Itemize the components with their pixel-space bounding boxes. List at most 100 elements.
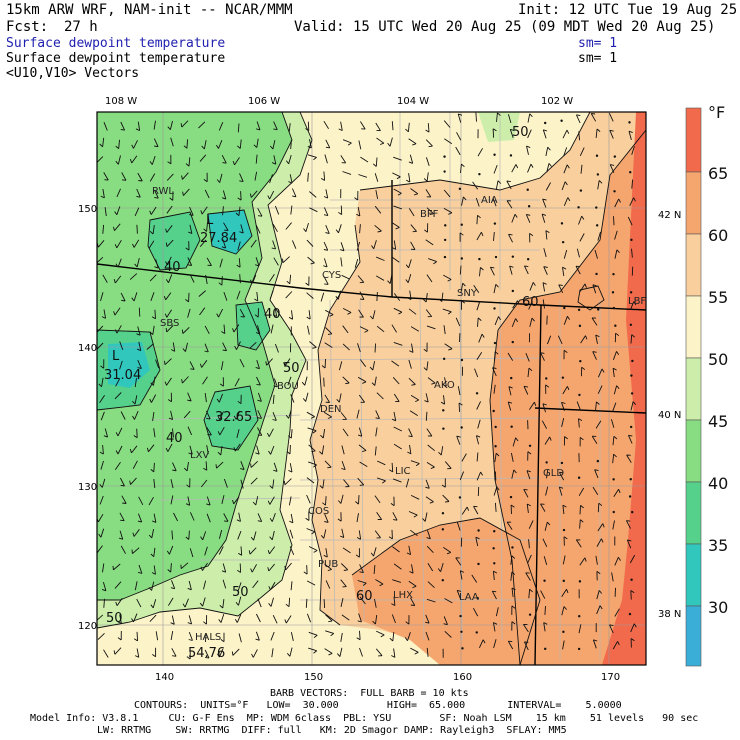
calm-wind-marker	[613, 155, 617, 158]
wind-barb	[308, 647, 318, 654]
wind-barb	[153, 478, 156, 488]
wind-barb	[410, 647, 419, 655]
wind-barb	[131, 547, 140, 554]
wind-barb	[132, 239, 140, 248]
wind-barb	[626, 454, 632, 463]
wind-barb	[342, 343, 350, 351]
wind-barb	[563, 164, 570, 174]
wind-barb	[457, 113, 463, 123]
wind-barb	[114, 239, 122, 249]
wind-barb	[323, 241, 329, 251]
wind-barb	[182, 342, 188, 352]
wind-barb	[472, 181, 479, 190]
wind-barb	[203, 222, 208, 232]
wind-barb	[355, 548, 360, 558]
wind-barb	[163, 292, 172, 301]
calm-wind-marker	[595, 272, 598, 276]
wind-barb	[371, 376, 377, 386]
wind-barb	[257, 410, 263, 419]
wind-barb	[597, 523, 605, 532]
wind-barb	[561, 588, 569, 598]
wind-barb	[239, 224, 244, 234]
wind-barb	[461, 196, 467, 206]
wind-barb	[528, 520, 534, 529]
wind-barb	[189, 361, 195, 370]
wind-barb	[204, 343, 209, 353]
wind-barb	[323, 548, 328, 558]
wind-barb	[100, 188, 105, 199]
wind-barb	[425, 239, 434, 246]
barb-legend: BARB VECTORS: FULL BARB = 10 kts	[270, 688, 469, 699]
wind-barb	[288, 123, 291, 133]
wind-barb	[204, 393, 207, 403]
wind-barb	[181, 172, 189, 180]
wind-barb	[306, 292, 314, 299]
wind-barb	[408, 138, 417, 146]
calm-wind-marker	[561, 376, 565, 379]
wind-barb	[631, 179, 634, 189]
wind-barb	[405, 615, 410, 625]
wind-barb	[629, 301, 637, 311]
wind-barb	[340, 412, 347, 421]
contour-label-40-mid: 40	[264, 307, 281, 322]
calm-wind-marker	[511, 255, 515, 258]
wind-barb	[268, 581, 276, 591]
wind-barb	[152, 647, 157, 658]
wind-barb	[423, 361, 429, 371]
wind-barb	[374, 446, 377, 456]
wind-barb	[511, 164, 519, 173]
wind-barb	[455, 317, 461, 327]
wind-barb	[369, 361, 376, 371]
wind-barb	[185, 241, 190, 251]
wind-barb	[511, 621, 516, 631]
wind-barb	[376, 325, 385, 333]
wind-barb	[236, 258, 241, 268]
wind-barb	[134, 378, 137, 388]
wind-barb	[131, 140, 138, 149]
y-grid-label-130: 130	[78, 482, 97, 493]
wind-barb	[597, 502, 603, 513]
wind-barb	[269, 290, 274, 300]
calm-wind-marker	[595, 154, 599, 157]
wind-barb	[305, 121, 310, 132]
wind-barb	[323, 599, 326, 609]
wind-barb	[356, 241, 361, 251]
wind-barb	[410, 597, 416, 606]
wind-barb	[269, 513, 276, 522]
wind-barb	[405, 122, 410, 133]
calm-wind-marker	[612, 272, 615, 276]
wind-barb	[540, 590, 546, 599]
wind-barb	[269, 273, 275, 282]
minimum-marker-sbs: L	[112, 349, 120, 364]
wind-barb	[507, 352, 514, 361]
calm-wind-marker	[628, 612, 632, 616]
calm-wind-marker	[578, 580, 582, 583]
wind-barb	[100, 359, 105, 369]
wind-barb	[612, 435, 618, 446]
colorbar-swatch-50-55	[685, 295, 702, 359]
wind-barb	[427, 444, 435, 452]
wind-barb	[115, 258, 122, 268]
wind-barb	[267, 496, 275, 505]
colorbar-swatch-40-45	[685, 419, 702, 483]
wind-barb	[201, 140, 207, 150]
wind-barb	[216, 173, 223, 183]
wind-barb	[165, 274, 173, 284]
wind-barb	[221, 190, 227, 200]
colorbar-unit: °F	[708, 103, 725, 122]
wind-barb	[288, 429, 293, 439]
wind-barb	[392, 579, 402, 583]
wind-barb	[375, 410, 380, 420]
wind-barb	[285, 597, 291, 608]
wind-barb	[359, 647, 363, 657]
wind-barb	[235, 206, 241, 217]
wind-barb	[132, 529, 140, 537]
wind-barb	[170, 615, 175, 625]
wind-barb	[99, 445, 104, 455]
wind-barb	[165, 325, 174, 333]
wind-barb	[185, 530, 190, 540]
wind-barb	[473, 505, 479, 515]
wind-barb	[100, 292, 104, 302]
contour-lines	[97, 112, 646, 665]
wind-barb	[135, 121, 141, 132]
